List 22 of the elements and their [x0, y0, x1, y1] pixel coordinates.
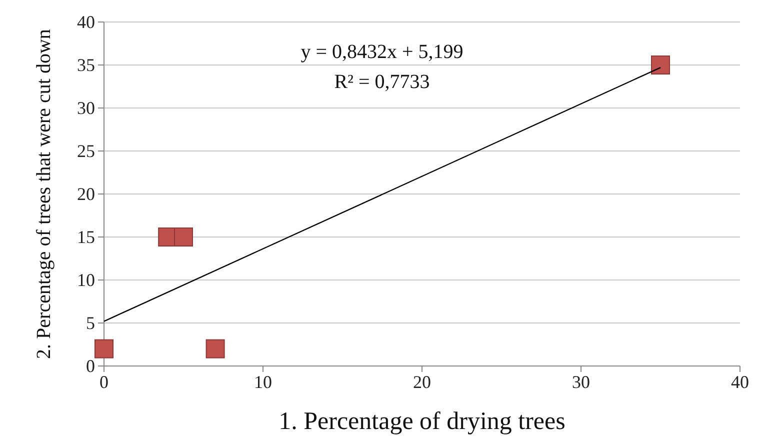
- annotation: y = 0,8432x + 5,199: [300, 41, 464, 63]
- y-tick-label: 20: [77, 184, 95, 204]
- y-tick-label: 15: [77, 226, 95, 247]
- y-tick-label: 25: [77, 140, 95, 161]
- point: [94, 339, 114, 358]
- point: [651, 56, 670, 74]
- point: [206, 339, 225, 358]
- x-tick-label: 40: [731, 372, 749, 392]
- y-tick-label: 5: [86, 312, 95, 333]
- point: [174, 228, 193, 246]
- x-tick-label: 10: [254, 372, 272, 392]
- x-tick-label: 30: [572, 372, 590, 392]
- y-axis-title: 2. Percentage of trees that were cut down: [33, 29, 55, 359]
- annotation: R² = 0,7733: [334, 71, 430, 93]
- y-tick-label: 40: [77, 12, 95, 32]
- y-tick-label: 10: [77, 270, 95, 290]
- y-tick-label: 0: [86, 356, 95, 376]
- x-axis-title: 1. Percentage of drying trees: [278, 408, 566, 435]
- x-tick-label: 0: [100, 372, 108, 392]
- y-tick-label: 30: [77, 98, 95, 118]
- x-tick-label: 20: [413, 372, 431, 392]
- y-tick-label: 35: [77, 54, 95, 75]
